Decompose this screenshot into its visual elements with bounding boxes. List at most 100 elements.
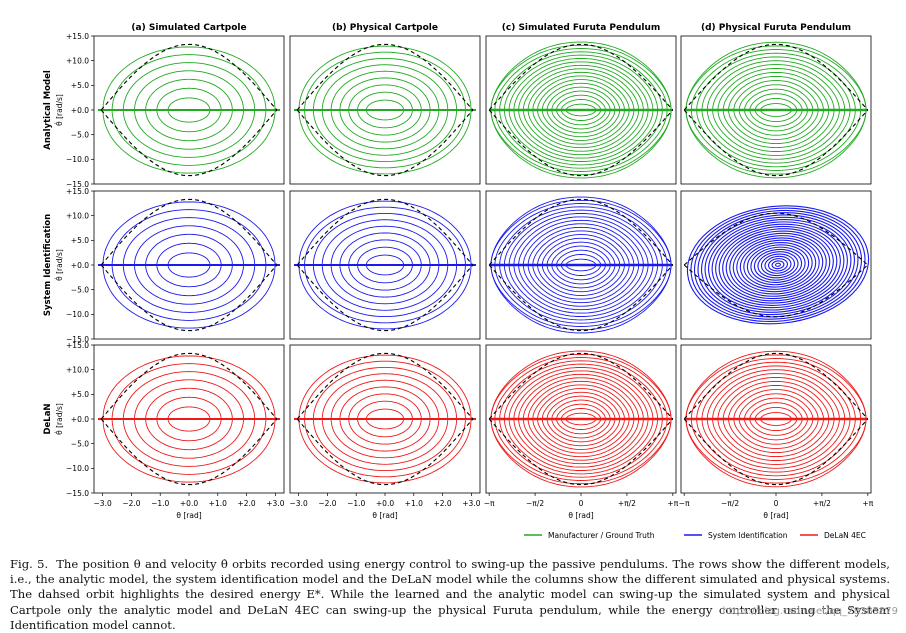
orbit-curve (746, 244, 810, 286)
orbit-curve (686, 205, 870, 325)
desired-energy-orbit (488, 198, 674, 266)
x-tick-label: +π/2 (813, 499, 831, 508)
orbit-curve (732, 235, 824, 295)
x-tick-label: +π (667, 499, 678, 508)
orbit-group (488, 196, 674, 334)
x-tick-label: −1.0 (347, 499, 365, 508)
x-tick-label: +3.0 (462, 499, 480, 508)
x-tick-label: +2.0 (237, 499, 255, 508)
desired-energy-orbit (296, 418, 474, 486)
y-axis-label: θ̇ [rad/s] (55, 403, 64, 435)
y-tick-label: +5.0 (71, 81, 89, 90)
y-tick-label: +10.0 (66, 56, 89, 65)
orbit-curve (704, 216, 852, 313)
x-axis-label: θ [rad] (176, 511, 201, 520)
y-tick-label: +0.0 (71, 415, 89, 424)
watermark: https://blog.csdn.net/qq_28385879 (722, 606, 898, 617)
y-tick-label: +10.0 (66, 365, 89, 374)
x-tick-label: +0.0 (180, 499, 198, 508)
desired-energy-orbit (488, 43, 674, 111)
column-title: (a) Simulated Cartpole (131, 23, 246, 33)
orbit-curve (718, 225, 838, 304)
orbit-curve (700, 214, 855, 316)
desired-energy-orbit (488, 418, 674, 486)
y-tick-label: +0.0 (71, 261, 89, 270)
caption-text: The position θ and velocity θ̇ orbits re… (10, 557, 890, 632)
desired-energy-orbit (296, 43, 474, 111)
orbit-curve (690, 207, 866, 323)
orbit-curve (771, 260, 785, 270)
desired-energy-orbit (683, 352, 869, 420)
column-title: (c) Simulated Furuta Pendulum (502, 23, 660, 33)
y-tick-label: −10.0 (66, 155, 89, 164)
x-tick-label: +π/2 (618, 499, 636, 508)
y-tick-label: +15.0 (66, 32, 89, 41)
orbit-group (683, 205, 870, 325)
legend-label: System Identification (708, 531, 788, 540)
x-tick-label: −1.0 (151, 499, 169, 508)
desired-energy-orbit (683, 418, 869, 486)
orbit-group (488, 41, 674, 179)
orbit-curve (743, 242, 813, 288)
desired-energy-orbit (296, 198, 474, 266)
desired-energy-orbit (683, 43, 869, 111)
x-tick-label: −π/2 (526, 499, 544, 508)
desired-energy-orbit (683, 109, 869, 177)
y-tick-label: +0.0 (71, 106, 89, 115)
row-model-label: Analytical Model (43, 70, 53, 150)
desired-energy-orbit (100, 109, 278, 177)
desired-energy-orbit (100, 352, 278, 420)
x-tick-label: −π/2 (721, 499, 739, 508)
caption-label: Fig. 5. (10, 557, 49, 571)
desired-energy-orbit (488, 264, 674, 332)
desired-energy-orbit (296, 352, 474, 420)
orbit-curve (722, 228, 834, 302)
orbit-group (683, 350, 869, 488)
desired-energy-orbit (100, 198, 278, 266)
orbit-group (98, 198, 280, 332)
x-axis-label: θ [rad] (763, 511, 788, 520)
x-tick-label: −2.0 (122, 499, 140, 508)
row-model-label: System Identification (43, 214, 53, 316)
x-tick-label: −π (484, 499, 495, 508)
orbit-figure: (a) Simulated Cartpole +15.0 +10.0 +5.0 +0.0… (43, 23, 874, 540)
orbit-group (488, 350, 674, 488)
orbit-group (98, 43, 280, 177)
x-tick-label: 0 (774, 499, 779, 508)
orbit-group (98, 352, 280, 486)
desired-energy-orbit (296, 264, 474, 332)
orbit-curve (764, 255, 792, 274)
y-tick-label: +15.0 (66, 187, 89, 196)
desired-energy-orbit (488, 109, 674, 177)
desired-energy-orbit (100, 418, 278, 486)
x-tick-label: +3.0 (266, 499, 284, 508)
desired-energy-orbit (683, 212, 869, 266)
desired-energy-orbit (296, 109, 474, 177)
orbit-curve (708, 219, 848, 311)
orbit-group (294, 352, 476, 486)
column-title: (d) Physical Furuta Pendulum (701, 23, 851, 33)
orbit-group (683, 41, 869, 179)
x-tick-label: +0.0 (376, 499, 394, 508)
orbit-curve (775, 262, 781, 267)
x-tick-label: −2.0 (318, 499, 336, 508)
orbit-curve (729, 232, 827, 297)
orbit-curve (753, 248, 803, 281)
orbit-curve (711, 221, 845, 309)
orbit-curve (693, 209, 863, 320)
orbit-curve (736, 237, 820, 293)
orbit-curve (739, 239, 817, 290)
orbit-curve (750, 246, 806, 283)
orbit-group (294, 198, 476, 332)
y-tick-label: +10.0 (66, 211, 89, 220)
y-tick-label: +15.0 (66, 341, 89, 350)
y-tick-label: −10.0 (66, 464, 89, 473)
y-tick-label: −5.0 (71, 439, 89, 448)
column-title: (b) Physical Cartpole (332, 23, 438, 33)
legend-label: DeLaN 4EC (824, 531, 866, 540)
subplot-grid: (a) Simulated Cartpole +15.0 +10.0 +5.0 +0.0… (43, 23, 874, 520)
y-axis-label: θ̇ [rad/s] (55, 249, 64, 281)
desired-energy-orbit (683, 264, 869, 318)
y-tick-label: −15.0 (66, 335, 89, 344)
y-tick-label: −10.0 (66, 310, 89, 319)
